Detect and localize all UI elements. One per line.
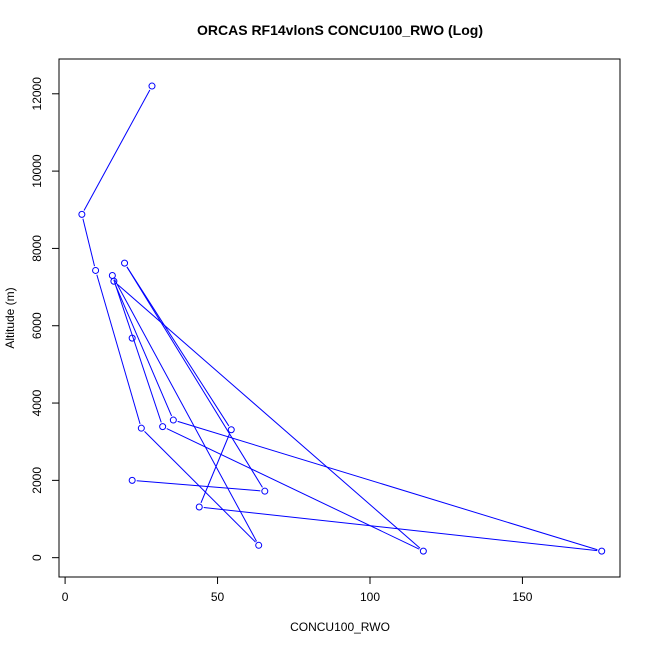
series-segment xyxy=(126,266,230,427)
series-segment xyxy=(96,274,141,424)
series-segment xyxy=(115,285,173,417)
chart-title: ORCAS RF14vlonS CONCU100_RWO (Log) xyxy=(197,22,483,38)
x-tick-label: 0 xyxy=(62,590,69,604)
y-tick-label: 2000 xyxy=(30,467,44,494)
series-segment xyxy=(126,266,263,488)
plot-box xyxy=(58,58,621,578)
x-axis-label: CONCU100_RWO xyxy=(290,620,390,634)
series-segment xyxy=(113,279,162,423)
x-tick-label: 50 xyxy=(211,590,225,604)
x-tick-label: 150 xyxy=(512,590,532,604)
data-point xyxy=(419,547,427,555)
data-point xyxy=(108,271,116,279)
y-tick-label: 10000 xyxy=(30,154,44,188)
y-tick-label: 0 xyxy=(30,554,44,561)
data-point xyxy=(598,547,606,555)
series-points xyxy=(78,82,606,555)
data-point xyxy=(78,210,86,218)
data-point xyxy=(121,259,129,267)
x-tick-label: 100 xyxy=(360,590,380,604)
data-point xyxy=(137,424,145,432)
y-tick-label: 8000 xyxy=(30,235,44,262)
series-lines xyxy=(82,89,598,552)
data-point xyxy=(128,334,136,342)
y-tick-label: 6000 xyxy=(30,312,44,339)
data-point xyxy=(261,487,269,495)
data-point xyxy=(227,426,235,434)
data-point xyxy=(148,82,156,90)
series-segment xyxy=(83,89,151,211)
series-segment xyxy=(203,507,598,552)
series-segment xyxy=(82,218,96,267)
y-axis: 0 2000 4000 6000 8000 10000 12000 xyxy=(30,77,60,561)
y-tick-label: 12000 xyxy=(30,77,44,111)
series-segment xyxy=(177,420,598,551)
data-point xyxy=(110,277,118,285)
data-point xyxy=(195,503,203,511)
series-segment xyxy=(200,433,231,504)
data-point xyxy=(255,541,263,549)
series-segment xyxy=(116,283,421,549)
series-segment xyxy=(136,480,261,492)
y-axis-label: Altitude (m) xyxy=(3,287,17,348)
y-tick-label: 4000 xyxy=(30,389,44,416)
data-point xyxy=(92,266,100,274)
data-point xyxy=(169,416,177,424)
series-segment xyxy=(166,428,420,550)
x-axis: 0 50 100 150 xyxy=(62,576,533,604)
data-point xyxy=(128,476,136,484)
series-segment xyxy=(114,279,257,542)
data-point xyxy=(159,423,167,431)
series-segment xyxy=(144,430,256,543)
